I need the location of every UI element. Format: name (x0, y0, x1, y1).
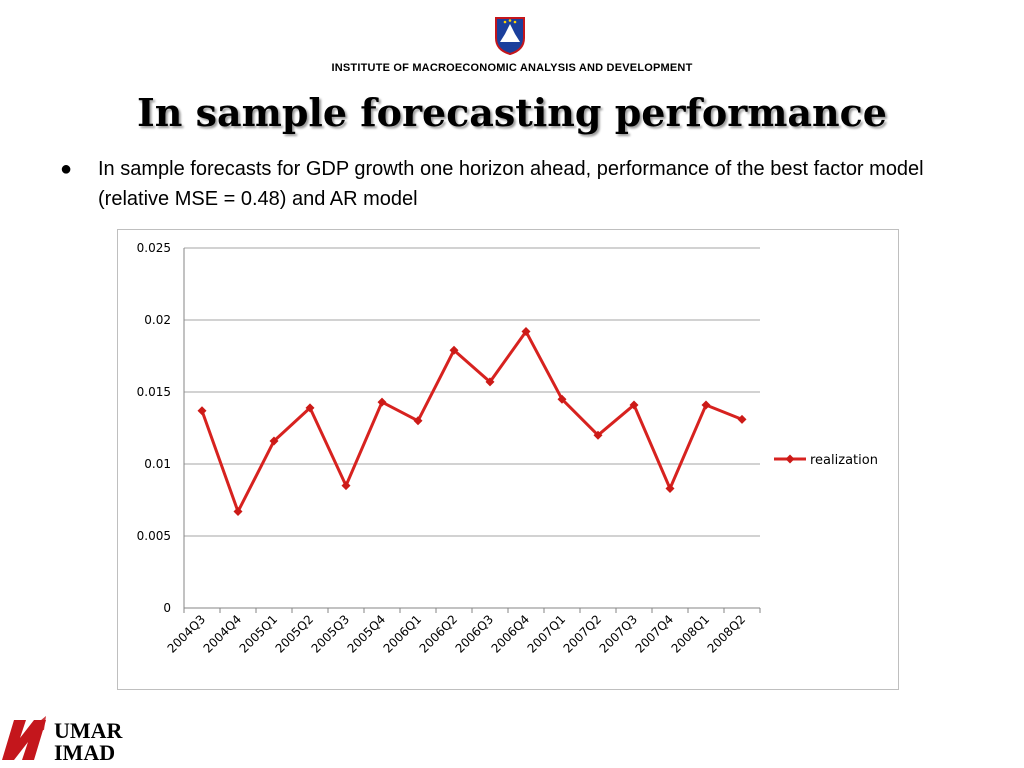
data-point (269, 436, 279, 446)
x-tick-label: 2005Q2 (273, 612, 317, 656)
logo-imad-text: IMAD (54, 740, 115, 764)
data-point (665, 483, 675, 493)
y-tick-label: 0.005 (137, 529, 171, 543)
data-point (701, 400, 711, 410)
legend-label: realization (810, 453, 878, 468)
logo-umar-text: UMAR (54, 718, 124, 743)
x-tick-label: 2007Q1 (525, 612, 569, 656)
x-tick-label: 2008Q2 (705, 612, 749, 656)
data-point (629, 400, 639, 410)
x-tick-label: 2007Q4 (633, 612, 677, 656)
x-tick-label: 2008Q1 (669, 612, 713, 656)
x-tick-label: 2006Q2 (417, 612, 461, 656)
umar-imad-logo: UMAR IMAD (2, 716, 124, 764)
line-chart: 00.0050.010.0150.020.0252004Q32004Q42005… (137, 241, 878, 656)
x-tick-label: 2007Q2 (561, 612, 605, 656)
data-point (197, 406, 207, 416)
series-line (200, 330, 743, 514)
legend-marker (785, 454, 795, 464)
data-point (377, 397, 387, 407)
x-tick-label: 2007Q3 (597, 612, 641, 656)
bullet-dot-icon: ● (60, 158, 73, 180)
y-tick-label: 0.02 (144, 313, 171, 327)
data-point (305, 403, 315, 413)
data-point (449, 345, 459, 355)
x-tick-label: 2005Q1 (237, 612, 281, 656)
x-tick-label: 2005Q3 (309, 612, 353, 656)
slovenia-crest-icon (495, 17, 525, 56)
data-point (737, 414, 747, 424)
x-tick-label: 2006Q3 (453, 612, 497, 656)
institute-name: INSTITUTE OF MACROECONOMIC ANALYSIS AND … (331, 62, 693, 74)
y-tick-label: 0.015 (137, 385, 171, 399)
x-tick-label: 2004Q4 (201, 612, 245, 656)
x-tick-label: 2006Q1 (381, 612, 425, 656)
data-point (233, 507, 243, 517)
slide-title: In sample forecasting performance (137, 90, 887, 135)
bullet-text: In sample forecasts for GDP growth one h… (98, 158, 924, 210)
data-point (557, 394, 567, 404)
data-point (521, 327, 531, 337)
x-tick-label: 2004Q3 (165, 612, 209, 656)
x-tick-label: 2005Q4 (345, 612, 389, 656)
chart-area: 0 0.005 0.01 0.015 0.02 0.025 2004Q3 2004Q4 2005… (117, 229, 899, 690)
y-tick-label: 0.025 (137, 241, 171, 255)
data-point (413, 416, 423, 426)
data-point (593, 430, 603, 440)
x-tick-label: 2006Q4 (489, 612, 533, 656)
y-tick-label: 0 (163, 601, 171, 615)
data-point (485, 377, 495, 387)
y-tick-label: 0.01 (144, 457, 171, 471)
data-point (341, 481, 351, 491)
